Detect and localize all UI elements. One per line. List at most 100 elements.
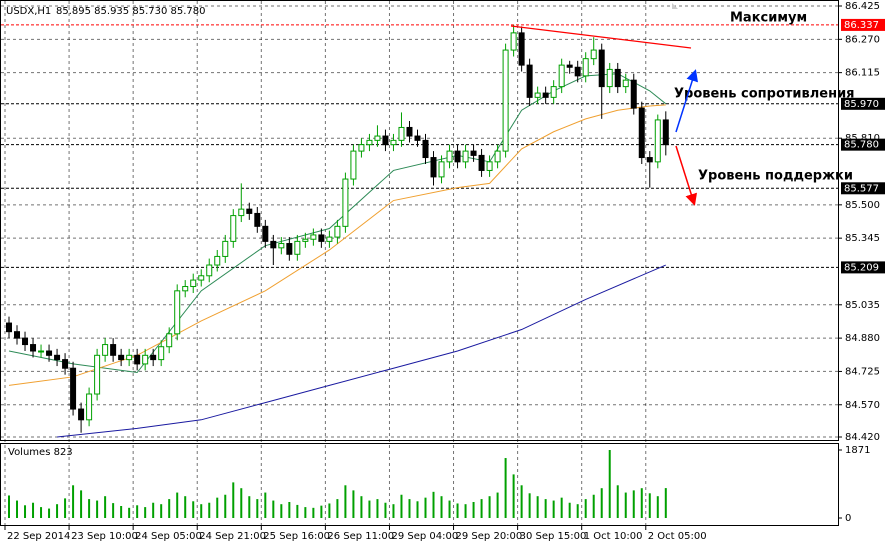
candle-body bbox=[454, 150, 461, 163]
candle-body bbox=[102, 344, 109, 356]
moving-average bbox=[8, 104, 666, 386]
y-tick-label: 84.570 bbox=[845, 400, 880, 411]
candle-body bbox=[158, 346, 165, 361]
candle-body bbox=[62, 359, 69, 369]
x-tick-label: 23 Sep 10:00 bbox=[71, 531, 138, 542]
x-tick-label: 29 Sep 04:00 bbox=[391, 531, 458, 542]
candle-body bbox=[150, 354, 157, 361]
candle-body bbox=[222, 240, 229, 257]
candle-body bbox=[446, 150, 453, 163]
candle-body bbox=[302, 238, 309, 242]
volume-title: Volumes 823 bbox=[8, 447, 73, 458]
candle-body bbox=[246, 208, 253, 214]
candle-body bbox=[582, 58, 589, 77]
candle-body bbox=[414, 135, 421, 141]
candle-body bbox=[334, 225, 341, 238]
candle-body bbox=[142, 354, 149, 365]
x-tick-label: 25 Sep 16:00 bbox=[263, 531, 330, 542]
candle-body bbox=[622, 79, 629, 88]
candle-body bbox=[254, 212, 261, 227]
arrow-down bbox=[675, 145, 698, 206]
level-box bbox=[841, 138, 885, 151]
candle-body bbox=[6, 322, 13, 333]
x-tick-label: 26 Sep 11:00 bbox=[327, 531, 394, 542]
candle-body bbox=[126, 354, 133, 361]
y-tick-label: 85.345 bbox=[845, 233, 880, 244]
candle-body bbox=[366, 139, 373, 146]
candle-body bbox=[310, 234, 317, 240]
y-tick-label: 85.035 bbox=[845, 300, 880, 311]
x-tick-label: 1 Oct 10:00 bbox=[584, 531, 643, 542]
level-box bbox=[841, 97, 885, 110]
candle-body bbox=[78, 408, 85, 421]
y-tick-label: 84.880 bbox=[845, 333, 880, 344]
level-box bbox=[841, 18, 885, 31]
candle-body bbox=[534, 92, 541, 98]
candle-body bbox=[350, 150, 357, 180]
candle-body bbox=[70, 367, 77, 410]
chart-subtitle: 85.895 85.935 85.730 85.780 bbox=[56, 6, 206, 17]
candle-body bbox=[318, 234, 325, 242]
candle-body bbox=[134, 354, 141, 365]
candle-body bbox=[262, 225, 269, 242]
candle-body bbox=[54, 354, 61, 361]
price-panel bbox=[0, 0, 839, 441]
candle-body bbox=[654, 119, 661, 163]
volume-tick-label: 0 bbox=[845, 513, 851, 524]
level-label: 86.337 bbox=[844, 20, 879, 31]
candle-body bbox=[558, 64, 565, 88]
shift-marker bbox=[672, 3, 678, 9]
candle-body bbox=[542, 92, 549, 98]
y-tick-label: 84.725 bbox=[845, 366, 880, 377]
candle-body bbox=[22, 337, 29, 346]
candle-body bbox=[214, 255, 221, 266]
candle-body bbox=[206, 264, 213, 277]
candle-body bbox=[638, 107, 645, 159]
level-label: 85.577 bbox=[844, 183, 879, 194]
candle-body bbox=[166, 333, 173, 348]
candle-body bbox=[550, 86, 557, 98]
candle-body bbox=[590, 49, 597, 60]
level-label: 85.209 bbox=[844, 262, 879, 273]
level-label: 85.780 bbox=[844, 140, 879, 151]
candle-body bbox=[238, 208, 245, 217]
candle-body bbox=[278, 243, 285, 249]
candle-body bbox=[598, 49, 605, 88]
candle-body bbox=[526, 64, 533, 98]
candle-body bbox=[94, 354, 101, 395]
candle-body bbox=[374, 135, 381, 141]
level-box bbox=[841, 182, 885, 195]
candle-body bbox=[398, 126, 405, 141]
candle-body bbox=[462, 150, 469, 163]
candle-body bbox=[422, 139, 429, 159]
candle-body bbox=[406, 126, 413, 137]
candle-body bbox=[614, 68, 621, 88]
x-tick-label: 24 Sep 21:00 bbox=[199, 531, 266, 542]
annotation: Максимум bbox=[730, 11, 807, 26]
candle-body bbox=[38, 350, 45, 353]
annotation: Уровень поддержки bbox=[698, 169, 853, 184]
annotation: Уровень сопротивления bbox=[674, 87, 855, 102]
candle-body bbox=[190, 279, 197, 288]
level-label: 85.970 bbox=[844, 99, 879, 110]
candle-body bbox=[510, 32, 517, 51]
candle-body bbox=[326, 236, 333, 242]
y-tick-label: 84.420 bbox=[845, 432, 880, 443]
candle-body bbox=[438, 161, 445, 178]
trend-line bbox=[510, 25, 692, 49]
candle-body bbox=[390, 139, 397, 146]
candle-body bbox=[662, 119, 669, 146]
x-tick-label: 22 Sep 2014 bbox=[7, 531, 70, 542]
candle-body bbox=[198, 275, 205, 281]
y-tick-label: 86.425 bbox=[845, 1, 880, 12]
candle-body bbox=[478, 154, 485, 171]
candle-body bbox=[486, 161, 493, 171]
arrow-up bbox=[675, 69, 699, 133]
candle-body bbox=[118, 354, 125, 361]
x-tick-label: 24 Sep 05:00 bbox=[135, 531, 202, 542]
y-tick-label: 86.115 bbox=[845, 68, 880, 79]
volume-panel bbox=[0, 443, 839, 526]
moving-average bbox=[57, 264, 666, 438]
candle-body bbox=[646, 157, 653, 163]
